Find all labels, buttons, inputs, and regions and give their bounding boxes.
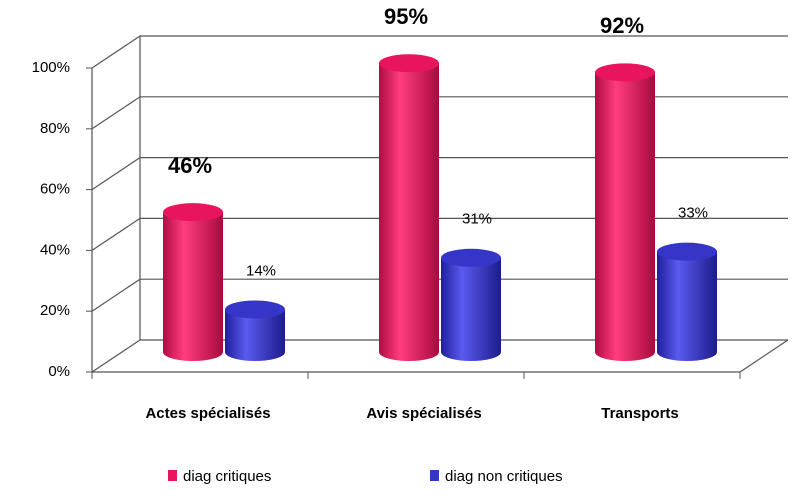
y-tick-label: 20% (40, 302, 70, 319)
bar (441, 257, 501, 361)
value-label: 14% (246, 262, 276, 279)
bar (657, 251, 717, 361)
value-label: 95% (384, 4, 428, 29)
y-tick-label: 80% (40, 120, 70, 137)
x-tick-label: Transports (601, 405, 679, 422)
grid-line (91, 96, 788, 130)
value-label: 31% (462, 211, 492, 228)
bar-top (225, 300, 285, 319)
y-tick-label: 40% (40, 241, 70, 258)
grid-line (91, 35, 788, 69)
grid-line (91, 157, 788, 191)
value-label: 33% (678, 205, 708, 222)
bar-top (657, 242, 717, 261)
bar-top (379, 54, 439, 73)
bar (225, 309, 285, 361)
bar (379, 63, 439, 361)
value-label: 46% (168, 153, 212, 178)
legend-swatch (430, 470, 439, 481)
value-label: 92% (600, 13, 644, 38)
bar-top (595, 63, 655, 82)
bar-top (163, 203, 223, 222)
grid-line (91, 217, 788, 251)
bar-top (441, 248, 501, 267)
bar (595, 72, 655, 361)
y-tick-label: 60% (40, 181, 70, 198)
grid-line (91, 339, 788, 373)
x-tick-label: Avis spécialisés (366, 405, 481, 422)
grid-line (91, 278, 788, 312)
legend-label: diag critiques (183, 468, 271, 485)
y-tick-label: 0% (48, 363, 70, 380)
legend-swatch (168, 470, 177, 481)
bar (163, 212, 223, 361)
y-tick-label: 100% (32, 59, 70, 76)
x-tick-label: Actes spécialisés (145, 405, 270, 422)
legend-label: diag non critiques (445, 468, 563, 485)
